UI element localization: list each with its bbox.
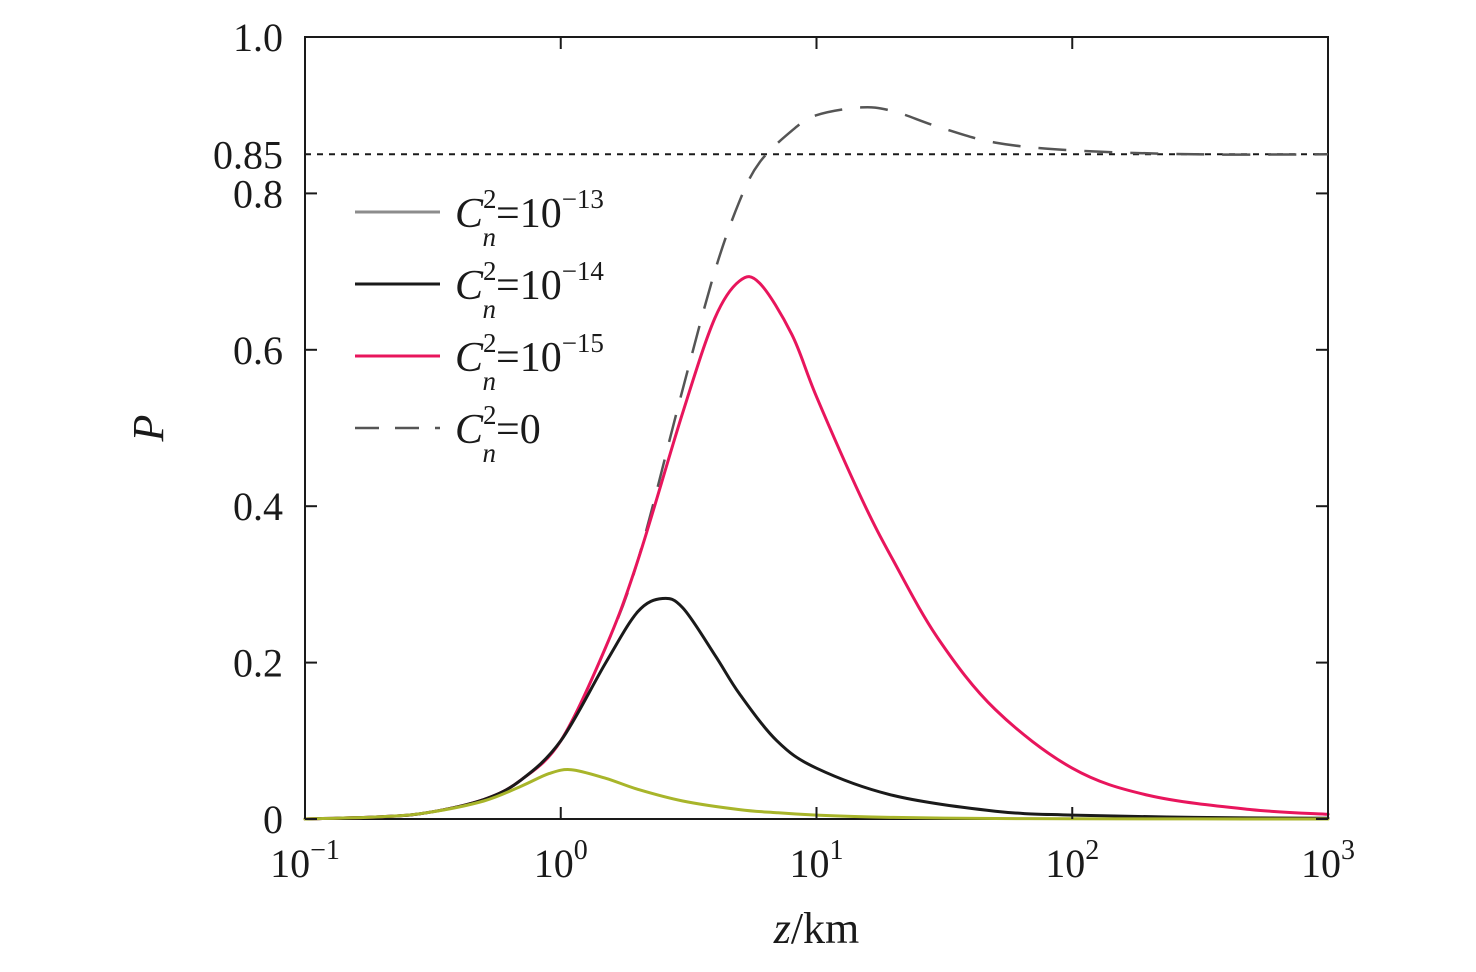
y-tick-label: 0.8: [233, 171, 283, 216]
y-tick-label: 0.2: [233, 641, 283, 686]
x-tick-label: 10−1: [270, 835, 340, 886]
y-tick-label: 0.4: [233, 484, 283, 529]
y-tick-label: 0.6: [233, 328, 283, 373]
series-cn2-1e-14-line: [303, 596, 1330, 821]
series-cn2-1e-13-line: [303, 768, 1330, 821]
y-tick-label: 1.0: [233, 15, 283, 60]
x-axis-title: z/km: [773, 904, 860, 953]
x-tick-label: 100: [534, 835, 588, 886]
legend-entry-cn2-1e-14: C2 n=10−14: [355, 256, 604, 324]
legend-label: C2 n=10−14: [455, 256, 604, 324]
x-tick-label: 103: [1301, 835, 1355, 886]
legend-entry-cn2-1e-13: C2 n=10−13: [355, 184, 604, 252]
y-tick-label: 0: [263, 797, 283, 842]
legend-entry-cn2-0: C2 n=0: [355, 400, 541, 468]
legend-label: C2 n=0: [455, 400, 541, 468]
legend-entry-cn2-1e-15: C2 n=10−15: [355, 328, 604, 396]
x-tick-label: 102: [1045, 835, 1099, 886]
x-tick-label: 101: [790, 835, 844, 886]
y-axis-title: P: [124, 415, 173, 443]
legend-label: C2 n=10−15: [455, 328, 604, 396]
legend-label: C2 n=10−13: [455, 184, 604, 252]
reference-line-label: 0.85: [213, 132, 283, 177]
